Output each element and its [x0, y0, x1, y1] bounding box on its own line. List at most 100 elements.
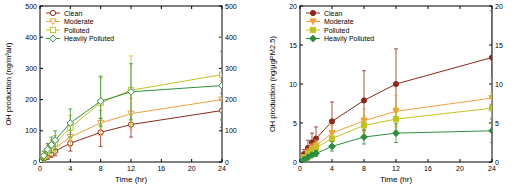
x-axis-label: Time (hr): [115, 175, 147, 184]
y-tick-label: 0: [293, 159, 297, 166]
plot-frame: [300, 6, 492, 162]
error-bar-cap: [490, 142, 492, 143]
legend-label: Heavily Polluted: [324, 35, 374, 43]
data-point: [489, 106, 492, 111]
y-tick: [300, 6, 303, 7]
data-point: [329, 119, 334, 124]
series: [40, 37, 222, 162]
y2-tick-label: 15: [495, 42, 503, 49]
legend-marker: [50, 27, 55, 32]
series: [40, 51, 222, 162]
legend: CleanModeratePollutedHeavily Polluted: [46, 10, 114, 44]
x-tick-label: 16: [157, 165, 165, 172]
data-point: [67, 120, 74, 127]
x-tick: [364, 6, 365, 9]
y-tick-label: 5: [293, 120, 297, 127]
legend-marker: [50, 10, 55, 15]
x-tick-label: 0: [298, 165, 302, 172]
y-axis-label: OH production (ng/μgPM2.5): [268, 35, 277, 132]
data-point: [40, 152, 47, 159]
y-tick: [40, 99, 43, 100]
series-line: [300, 57, 492, 162]
y2-tick: [489, 45, 492, 46]
data-point: [219, 82, 222, 89]
error-bar-cap: [220, 51, 222, 52]
y-tick-label: 300: [25, 65, 37, 72]
x-tick: [70, 159, 71, 162]
error-bar: [314, 127, 318, 150]
x-tick-label: 4: [68, 165, 72, 172]
y2-tick: [219, 6, 222, 7]
legend-marker: [310, 19, 316, 25]
legend-label: Polluted: [324, 27, 349, 34]
error-bar-cap: [129, 63, 133, 64]
y2-tick-label: 0: [495, 159, 499, 166]
chart: 0481216202401002003004005000100200300400…: [4, 3, 237, 185]
error-bar-cap: [49, 137, 53, 138]
x-tick-label: 12: [127, 165, 135, 172]
error-bar-cap: [362, 115, 366, 116]
error-bar-cap: [490, 119, 492, 120]
x-tick: [364, 159, 365, 162]
y2-tick: [489, 123, 492, 124]
x-tick: [131, 6, 132, 9]
y2-tick-label: 400: [225, 34, 237, 41]
legend-marker: [310, 27, 315, 32]
y2-tick-label: 100: [225, 127, 237, 134]
error-bar-cap: [362, 108, 366, 109]
error-bar-cap: [68, 140, 72, 141]
error-bar-cap: [49, 152, 53, 153]
series-line: [40, 86, 222, 162]
data-point: [313, 136, 318, 141]
y2-tick: [219, 68, 222, 69]
series: [300, 79, 492, 162]
error-bar-cap: [362, 130, 366, 131]
data-point: [489, 127, 492, 134]
error-bar-cap: [129, 124, 133, 125]
data-point: [40, 159, 43, 162]
x-tick-label: 12: [392, 165, 400, 172]
y-tick-label: 400: [25, 34, 37, 41]
y2-tick: [219, 130, 222, 131]
y2-tick-label: 10: [495, 81, 503, 88]
x-tick-label: 8: [99, 165, 103, 172]
x-tick-label: 20: [456, 165, 464, 172]
legend-label: Heavily Polluted: [64, 35, 114, 43]
data-point: [361, 98, 366, 103]
x-tick: [428, 159, 429, 162]
data-point: [52, 137, 59, 144]
data-point: [40, 159, 43, 162]
data-point: [489, 95, 492, 101]
y2-tick: [489, 6, 492, 7]
data-point: [361, 123, 366, 128]
y2-tick: [219, 162, 222, 163]
y2-tick-label: 20: [495, 3, 503, 10]
y2-tick-label: 200: [225, 96, 237, 103]
legend-marker: [310, 35, 317, 42]
data-point: [128, 88, 135, 95]
series: [300, 119, 492, 162]
error-bar-cap: [314, 140, 318, 141]
error-bar-cap: [129, 129, 133, 130]
chart: 048121620240510152005101520Time (hr)OH p…: [268, 3, 503, 185]
error-bar-cap: [362, 130, 366, 131]
y-tick: [40, 68, 43, 69]
x-tick: [460, 159, 461, 162]
data-point: [393, 81, 398, 86]
error-bar-cap: [490, 10, 492, 11]
legend-label: Clean: [64, 10, 82, 17]
error-bar-cap: [330, 132, 334, 133]
x-tick-label: 24: [218, 165, 226, 172]
legend-label: Moderate: [64, 18, 94, 25]
series-line: [300, 108, 492, 162]
x-tick-label: 0: [38, 165, 42, 172]
error-bar-cap: [49, 152, 53, 153]
data-point: [329, 136, 334, 141]
y-tick-label: 15: [289, 42, 297, 49]
y2-tick: [489, 162, 492, 163]
error-bar-cap: [220, 127, 222, 128]
legend-marker: [50, 19, 56, 25]
error-bar-cap: [362, 144, 366, 145]
legend: CleanModeratePollutedHeavily Polluted: [306, 10, 374, 44]
error-bar-cap: [314, 143, 318, 144]
